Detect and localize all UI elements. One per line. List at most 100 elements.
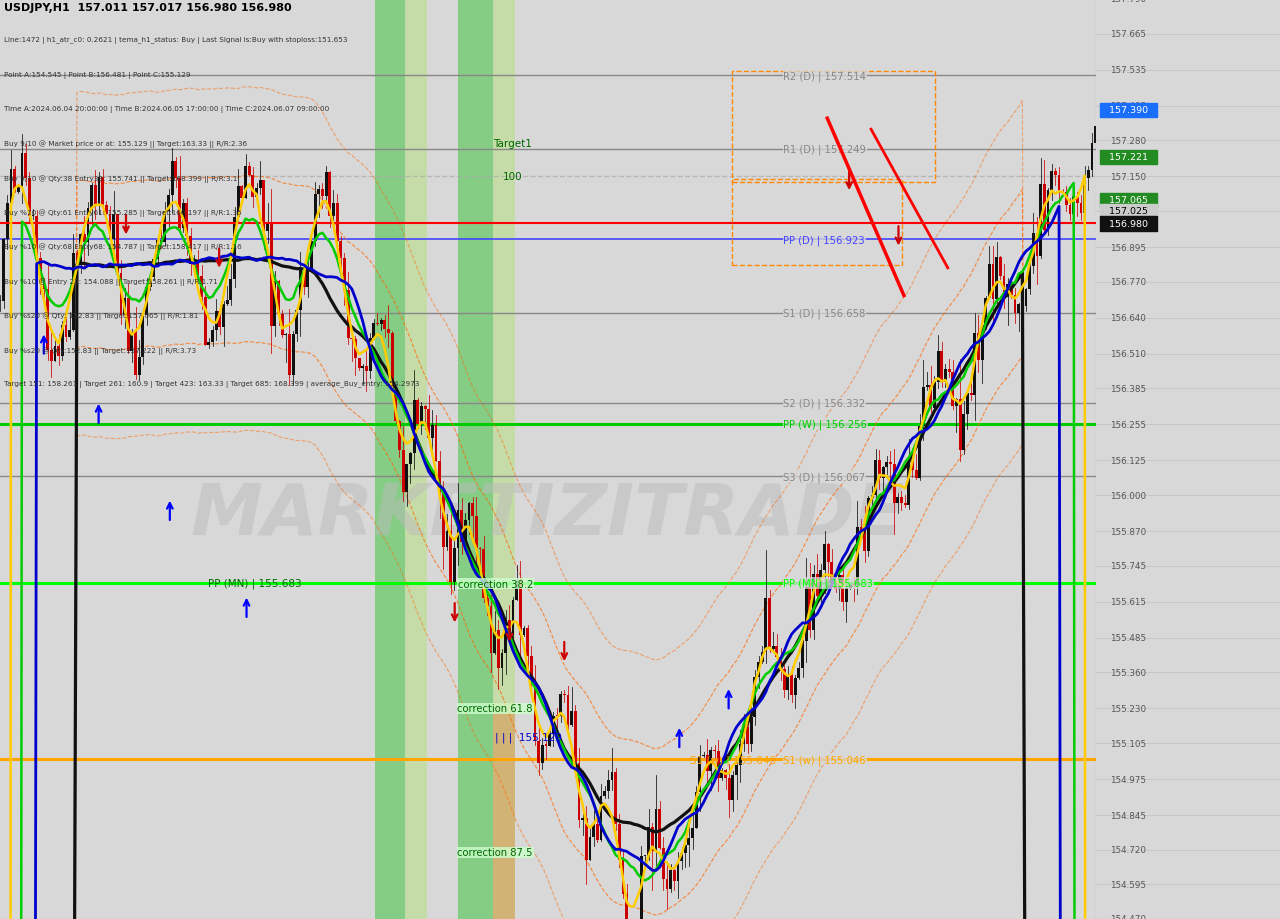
Bar [977, 334, 980, 360]
Bar [892, 464, 896, 504]
Bar [640, 857, 643, 919]
Text: S1 (w) | 155.046: S1 (w) | 155.046 [783, 754, 865, 765]
Bar [306, 271, 310, 289]
Bar [321, 190, 324, 197]
Bar [1002, 277, 1006, 298]
Bar [416, 401, 419, 425]
Bar [809, 587, 812, 630]
Text: Buy %10 @ Qty:68 Entry68: 154.787 || Target:158.417 || R/R:1.16: Buy %10 @ Qty:68 Entry68: 154.787 || Tar… [4, 244, 242, 251]
Bar [467, 504, 471, 521]
Bar [947, 369, 951, 372]
Text: 156.510: 156.510 [1111, 350, 1147, 358]
Bar [874, 460, 877, 495]
Bar [541, 744, 544, 764]
Bar [699, 756, 701, 792]
Text: Buy 9/10 @ Qty:38 Entry38: 155.741 || Target:168.399 || R/R:3.1: Buy 9/10 @ Qty:38 Entry38: 155.741 || Ta… [4, 175, 238, 182]
Text: 155.105: 155.105 [1111, 739, 1147, 748]
Text: PP (MN) | 155.683: PP (MN) | 155.683 [783, 578, 873, 588]
Bar [717, 751, 719, 777]
Bar [992, 265, 995, 300]
Bar [728, 778, 731, 800]
Bar [262, 181, 265, 232]
Bar [684, 845, 686, 853]
Bar [534, 681, 536, 741]
Bar [76, 254, 78, 263]
Bar [6, 204, 9, 240]
Bar [581, 819, 584, 821]
Text: Buy %10 @ Entry 23: 154.088 || Target:158.261 || R/R:1.71: Buy %10 @ Entry 23: 154.088 || Target:15… [4, 278, 218, 286]
Bar [438, 461, 442, 493]
Text: PP (MN) | 155.683: PP (MN) | 155.683 [209, 578, 302, 588]
Text: PP (D) | 156.923: PP (D) | 156.923 [783, 234, 865, 245]
Bar [479, 549, 481, 550]
Bar [387, 330, 390, 335]
Bar [225, 301, 229, 304]
Bar [538, 741, 540, 764]
Bar [113, 215, 115, 240]
Bar [123, 299, 125, 316]
Bar [317, 190, 320, 195]
Bar [618, 823, 621, 860]
Bar [148, 278, 151, 288]
Bar [504, 620, 507, 653]
Bar [1043, 186, 1046, 231]
Bar [508, 620, 511, 635]
Text: S1 (w) | 155.046: S1 (w) | 155.046 [690, 754, 777, 765]
Bar [658, 810, 660, 848]
Bar [435, 425, 438, 461]
Bar [394, 392, 397, 422]
Text: correction 38.2: correction 38.2 [457, 579, 532, 589]
Bar [1076, 197, 1079, 204]
Bar [900, 497, 902, 504]
Bar [1036, 233, 1038, 256]
Bar [170, 163, 174, 196]
Bar [544, 744, 548, 745]
Bar [713, 750, 716, 751]
Bar [1069, 206, 1071, 214]
Bar [186, 203, 188, 237]
Bar [1087, 171, 1089, 178]
Bar [105, 206, 108, 214]
Text: Target 151: 158.261 | Target 261: 160.9 | Target 423: 163.33 | Target 685: 168.3: Target 151: 158.261 | Target 261: 160.9 … [4, 380, 420, 388]
Bar [13, 170, 17, 192]
Bar [204, 298, 206, 346]
Bar [819, 571, 822, 596]
Bar [375, 0, 406, 919]
Bar [93, 186, 97, 205]
Bar [908, 461, 910, 505]
Bar [998, 257, 1002, 277]
Bar [119, 274, 123, 316]
Bar [32, 216, 35, 217]
Bar [1039, 186, 1042, 256]
Text: correction 87.5: correction 87.5 [457, 847, 532, 857]
Bar [831, 562, 833, 586]
Bar [196, 263, 200, 277]
Bar [984, 299, 987, 325]
Text: USDJPY,H1  157.011 157.017 156.980 156.980: USDJPY,H1 157.011 157.017 156.980 156.98… [4, 3, 292, 13]
Bar [559, 694, 562, 716]
Bar [797, 668, 800, 678]
Bar [50, 350, 52, 361]
Bar [383, 321, 387, 330]
Text: 156.255: 156.255 [1111, 420, 1147, 429]
Text: 157.405: 157.405 [1111, 102, 1147, 111]
Bar [500, 653, 503, 668]
Bar [449, 531, 452, 583]
Bar [131, 332, 133, 352]
Bar [673, 870, 676, 880]
Bar [705, 754, 709, 771]
Bar [168, 196, 170, 212]
Bar [1032, 233, 1034, 267]
Bar [603, 791, 605, 796]
Bar [570, 710, 573, 725]
Bar [760, 652, 764, 663]
Bar [526, 629, 529, 656]
Bar [406, 0, 428, 919]
Bar [878, 460, 881, 479]
Bar [904, 504, 906, 505]
Bar [288, 335, 291, 376]
Bar [622, 860, 625, 894]
Bar [1073, 197, 1075, 214]
Text: 156.895: 156.895 [1111, 244, 1147, 252]
Bar [783, 669, 786, 690]
